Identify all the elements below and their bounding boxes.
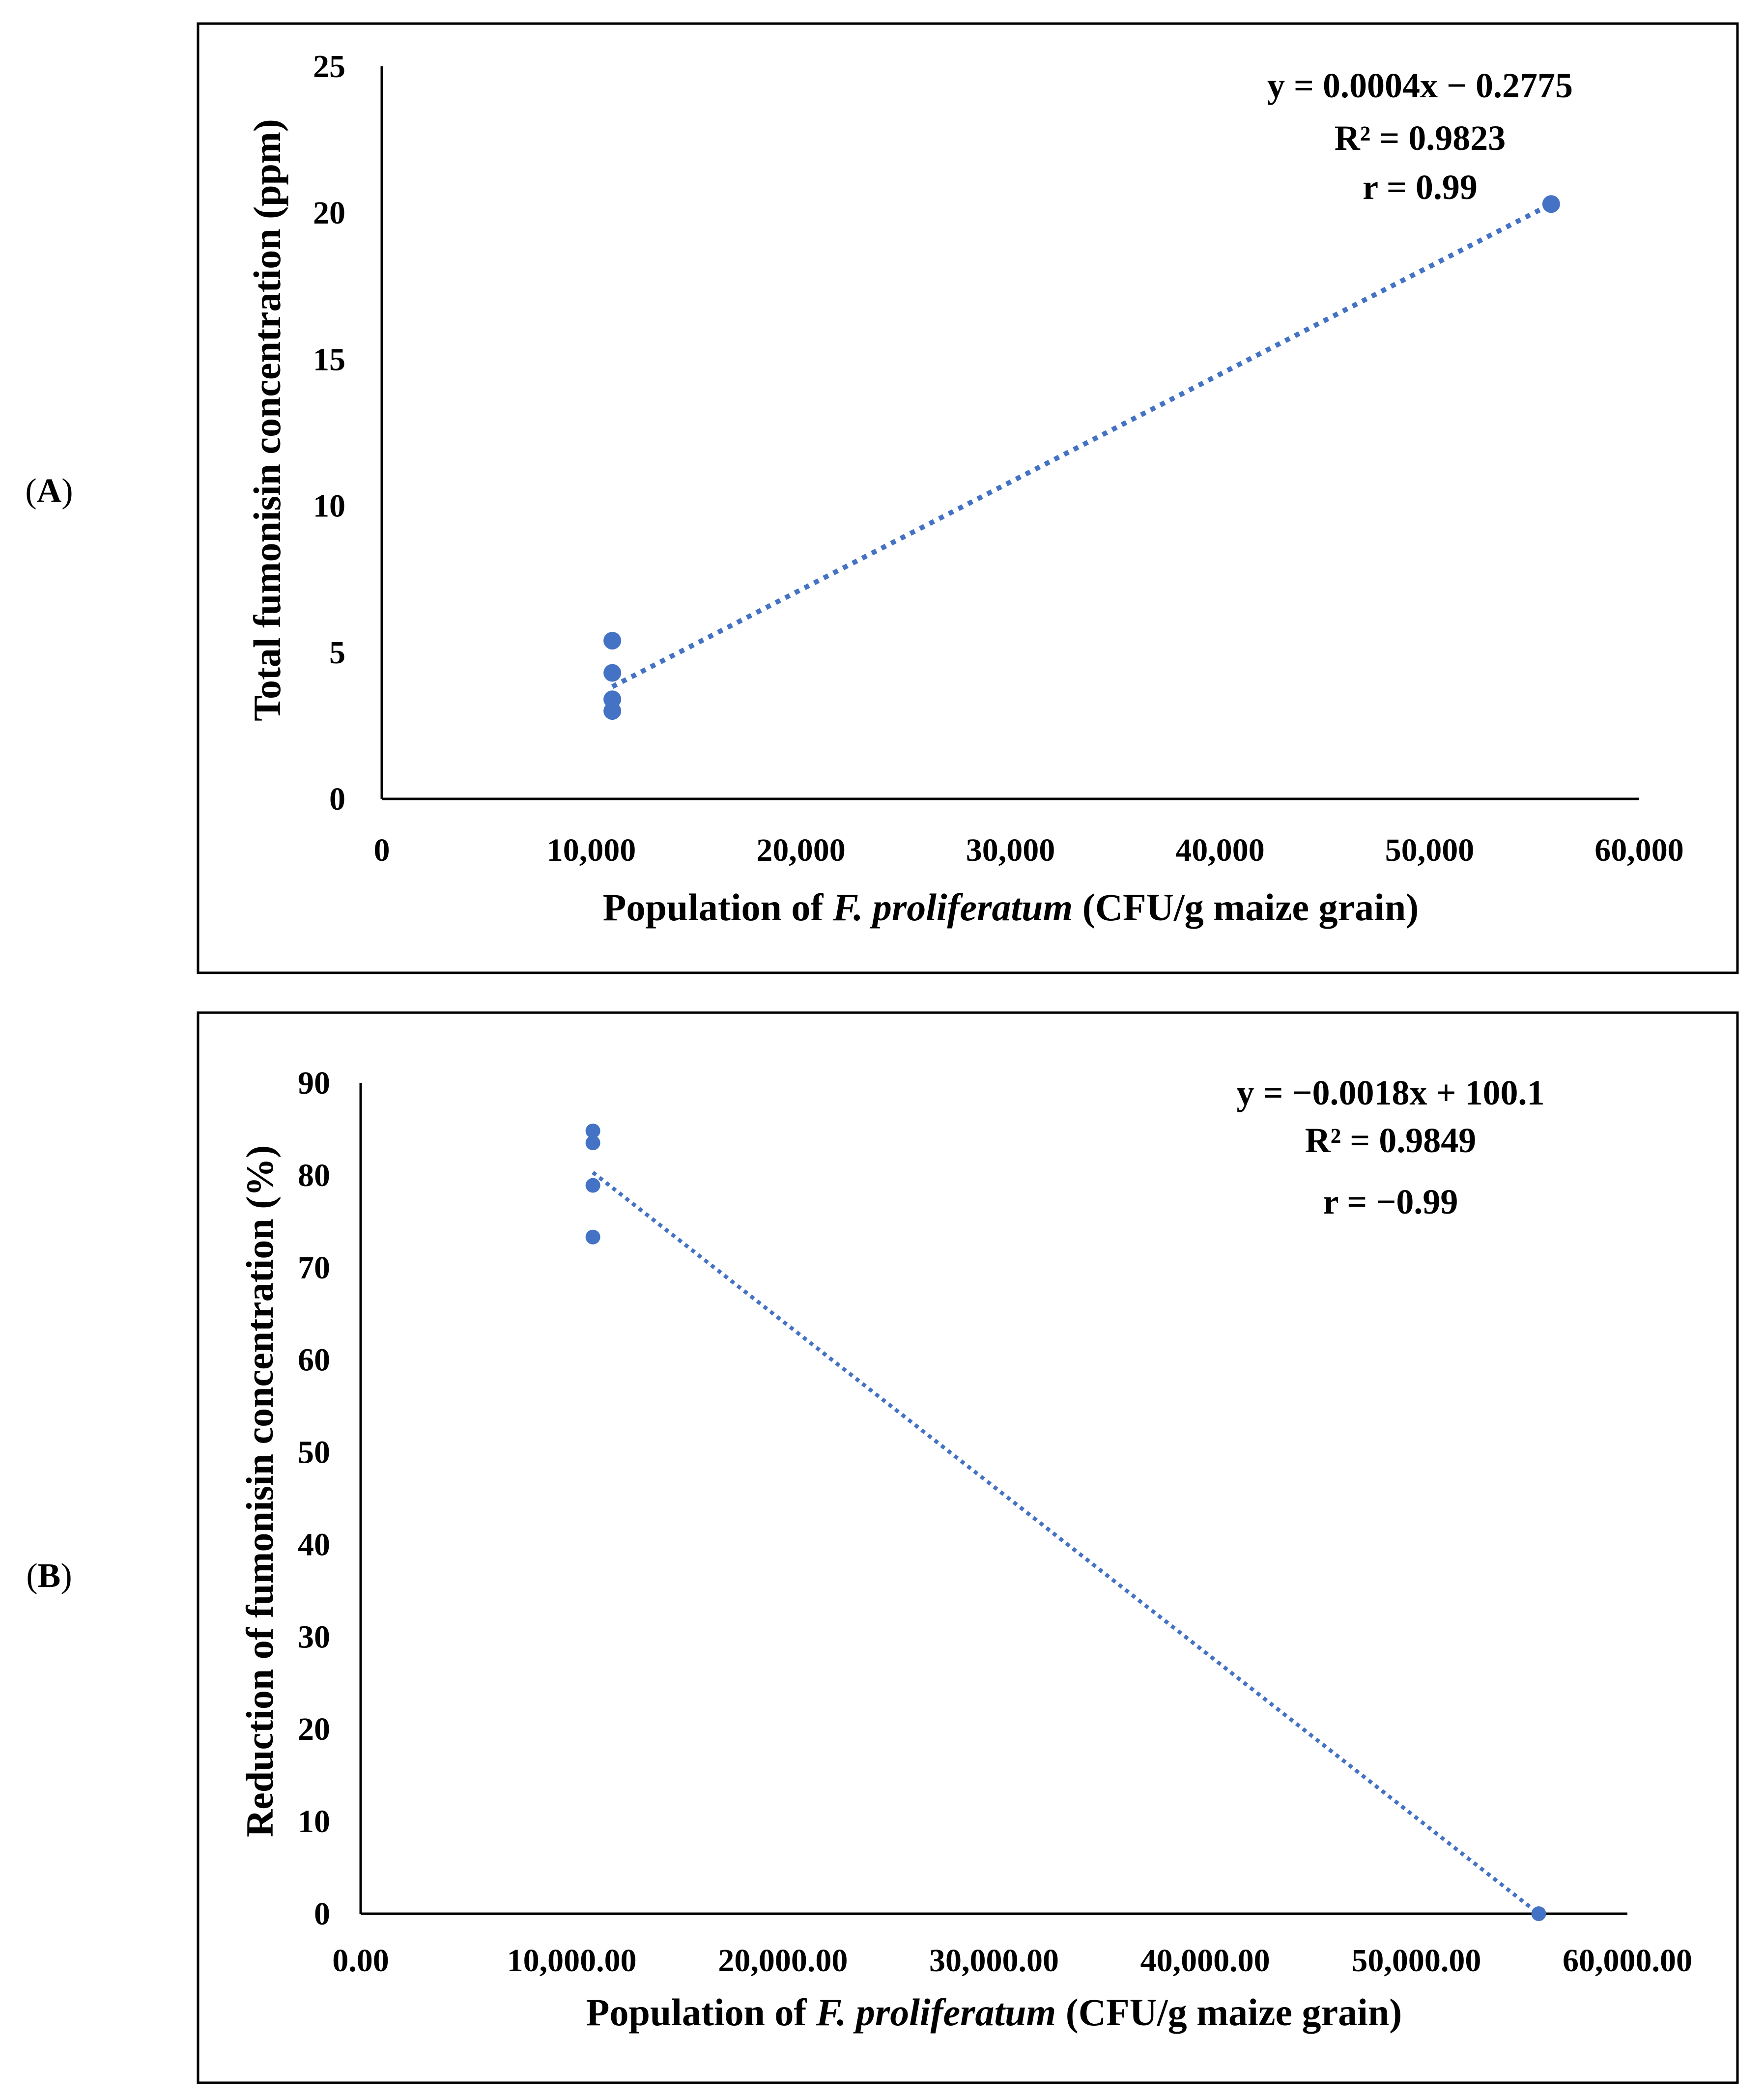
panel-b-label: (B) bbox=[26, 1557, 72, 1595]
panel-b-y-tick-label: 40 bbox=[298, 1527, 330, 1562]
panel-b-y-tick-label: 0 bbox=[314, 1896, 330, 1932]
panel-a-y-tick-label: 10 bbox=[313, 488, 345, 524]
panel-a-y-ticks: 0 5 10 15 20 25 bbox=[313, 49, 345, 817]
panel-a-r-squared: R² = 0.9823 bbox=[1335, 118, 1506, 158]
panel-a-x-axis-title: Population of F. proliferatum (CFU/g mai… bbox=[603, 886, 1419, 929]
panel-b-x-ticks: 0.00 10,000.00 20,000.00 30,000.00 40,000.00… bbox=[332, 1943, 1692, 1979]
panel-b: (B) 0 10 20 30 40 50 60 70 80 90 0.00 10,000.00 20,… bbox=[26, 1011, 1739, 2084]
panel-b-y-tick-label: 50 bbox=[298, 1435, 330, 1471]
panel-a-points bbox=[603, 195, 1560, 720]
panel-b-x-tick-label: 40,000.00 bbox=[1140, 1943, 1270, 1979]
panel-b-x-tick-label: 30,000.00 bbox=[929, 1943, 1059, 1979]
panel-b-x-tick-label: 20,000.00 bbox=[718, 1943, 848, 1979]
panel-a-y-tick-label: 15 bbox=[313, 341, 345, 377]
panel-b-trendline bbox=[592, 1171, 1540, 1916]
panel-b-data-point bbox=[585, 1229, 600, 1245]
panel-b-y-tick-label: 70 bbox=[298, 1250, 330, 1286]
panel-b-x-axis-title: Population of F. proliferatum (CFU/g mai… bbox=[586, 1991, 1402, 2034]
panel-a-y-tick-label: 0 bbox=[329, 781, 345, 817]
panel-b-y-tick-label: 80 bbox=[298, 1158, 330, 1193]
panel-a-x-tick-label: 20,000 bbox=[756, 832, 846, 868]
panel-b-x-tick-label: 60,000.00 bbox=[1563, 1943, 1692, 1979]
panel-a-y-axis-title: Total fumonisin concentration (ppm) bbox=[246, 119, 288, 721]
panel-a-y-tick-label: 20 bbox=[313, 195, 345, 231]
panel-b-y-tick-label: 10 bbox=[298, 1804, 330, 1840]
panel-b-y-ticks: 0 10 20 30 40 50 60 70 80 90 bbox=[298, 1065, 330, 1932]
panel-b-y-tick-label: 90 bbox=[298, 1065, 330, 1101]
panel-a-data-point bbox=[603, 664, 622, 682]
panel-a-x-tick-label: 40,000 bbox=[1175, 832, 1265, 868]
panel-a-x-tick-label: 30,000 bbox=[966, 832, 1055, 868]
panel-a-x-tick-label: 10,000 bbox=[547, 832, 636, 868]
panel-b-equation: y = −0.0018x + 100.1 bbox=[1236, 1073, 1544, 1112]
panel-a-data-point bbox=[603, 702, 622, 720]
panel-a-x-tick-label: 60,000 bbox=[1594, 832, 1684, 868]
panel-a-equation: y = 0.0004x − 0.2775 bbox=[1267, 66, 1573, 105]
panel-b-x-tick-label: 50,000.00 bbox=[1351, 1943, 1481, 1979]
panel-b-data-point bbox=[585, 1135, 600, 1151]
panel-b-r-squared: R² = 0.9849 bbox=[1305, 1121, 1477, 1160]
panel-b-points bbox=[585, 1123, 1546, 1921]
panel-a-x-tick-label: 0 bbox=[374, 832, 390, 868]
panel-a-data-point bbox=[1542, 195, 1560, 213]
panel-b-x-tick-label: 10,000.00 bbox=[507, 1943, 637, 1979]
panel-b-y-tick-label: 60 bbox=[298, 1342, 330, 1378]
panel-a: (A) 0 5 10 15 20 25 0 10,000 20,000 30,000 40,000… bbox=[25, 22, 1739, 974]
panel-b-x-tick-label: 0.00 bbox=[332, 1943, 389, 1979]
panel-a-trendline bbox=[611, 201, 1553, 689]
panel-b-frame bbox=[197, 1011, 1739, 2084]
panel-a-y-tick-label: 5 bbox=[329, 635, 345, 671]
panel-b-data-point bbox=[585, 1123, 600, 1138]
panel-a-data-point bbox=[603, 631, 622, 650]
panel-b-r-value: r = −0.99 bbox=[1323, 1182, 1458, 1221]
panel-a-label: (A) bbox=[25, 472, 73, 510]
panel-a-x-ticks: 0 10,000 20,000 30,000 40,000 50,000 60,000 bbox=[374, 832, 1684, 868]
panel-a-frame bbox=[197, 22, 1739, 974]
panel-a-x-tick-label: 50,000 bbox=[1385, 832, 1475, 868]
panel-a-y-tick-label: 25 bbox=[313, 49, 345, 85]
panel-a-r-value: r = 0.99 bbox=[1363, 168, 1478, 207]
panel-b-data-point bbox=[1531, 1906, 1546, 1921]
panel-b-y-axis-title: Reduction of fumonisin concentration (%) bbox=[238, 1145, 281, 1837]
panel-b-y-tick-label: 20 bbox=[298, 1711, 330, 1747]
panel-b-y-tick-label: 30 bbox=[298, 1619, 330, 1655]
panel-b-data-point bbox=[585, 1178, 600, 1193]
